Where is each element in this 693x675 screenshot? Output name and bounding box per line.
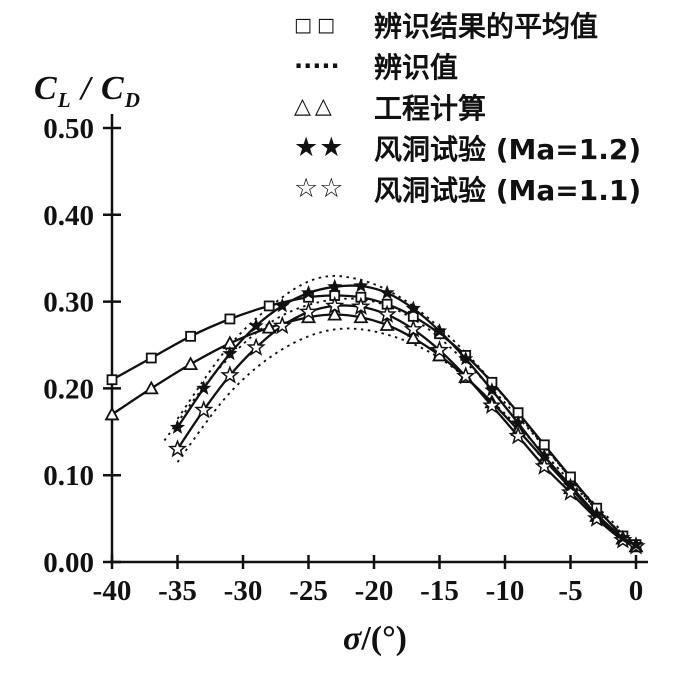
y-tick-label: 0.00 (43, 547, 94, 579)
open-star-marker-icon (456, 366, 476, 385)
x-tick-label: 0 (629, 575, 644, 607)
legend-label-identified: 辨识值 (374, 50, 459, 84)
y-axis-title-sub1: L (57, 87, 72, 112)
x-tick-label: -5 (558, 575, 582, 607)
open-star-marker-icon (220, 365, 240, 384)
y-axis-title-sep: / (71, 70, 102, 107)
filled-star-marker-icon (562, 477, 579, 493)
legend-label-windtunnel-ma12: 风洞试验 (Ma=1.2) (374, 132, 642, 166)
open-star-marker-icon (167, 439, 188, 458)
square-marker-icon (185, 330, 197, 342)
legend-label-engineering: 工程计算 (374, 91, 487, 125)
y-axis-title-c1: C (34, 70, 58, 107)
open-triangles-marker-icon: △△ (294, 94, 336, 119)
filled-star-marker-icon (353, 278, 369, 293)
y-tick-label: 0.50 (43, 113, 94, 145)
x-tick-label: -10 (486, 575, 525, 607)
filled-stars-marker-icon: ★★ (294, 132, 345, 163)
y-tick-label: 0.40 (43, 200, 94, 232)
triangle-marker-icon (379, 317, 395, 331)
filled-star-marker-icon (274, 297, 290, 313)
filled-star-marker-icon (510, 415, 526, 430)
legend-label-mean: 辨识结果的平均值 (374, 9, 599, 43)
triangle-marker-icon (405, 330, 421, 344)
filled-star-marker-icon (536, 448, 552, 463)
open-star-marker-icon (403, 319, 423, 338)
square-marker-icon (145, 352, 157, 364)
filled-star-marker-icon (615, 529, 631, 545)
legend-item-engineering: △△ 工程计算 (294, 86, 641, 127)
x-tick-label: -40 (93, 575, 132, 607)
y-tick-label: 0.30 (43, 287, 94, 319)
series-line-1 (163, 297, 637, 546)
triangle-marker-icon (327, 306, 343, 321)
y-axis-title: CL / CD (34, 70, 141, 113)
dotted-line-icon: ····· (294, 51, 340, 80)
open-star-marker-icon (587, 508, 607, 527)
x-tick-label: -25 (289, 575, 328, 607)
filled-star-marker-icon (222, 345, 238, 361)
series-line-0 (176, 275, 637, 546)
open-star-marker-icon (429, 340, 450, 359)
open-star-marker-icon (325, 295, 345, 315)
x-axis-title: σ/(°) (110, 620, 640, 658)
filled-star-marker-icon (379, 284, 395, 300)
filled-star-marker-icon (628, 536, 644, 552)
filled-star-marker-icon (327, 278, 343, 294)
x-tick-label: -35 (158, 575, 197, 607)
filled-star-marker-icon (431, 323, 448, 338)
open-stars-marker-icon: ☆☆ (294, 173, 345, 204)
filled-star-marker-icon (169, 419, 186, 434)
open-star-marker-icon (298, 301, 319, 321)
legend-item-mean: □□ 辨识结果的平均值 (294, 4, 641, 45)
open-star-marker-icon (194, 399, 214, 419)
filled-star-marker-icon (300, 284, 317, 300)
triangle-marker-icon (143, 380, 159, 395)
triangle-marker-icon (104, 406, 120, 421)
triangle-marker-icon (183, 356, 199, 370)
x-tick-label: -30 (224, 575, 263, 607)
triangle-marker-icon (353, 309, 369, 324)
filled-star-marker-icon (405, 300, 421, 315)
open-star-marker-icon (377, 304, 397, 323)
filled-star-marker-icon (458, 350, 474, 366)
filled-star-marker-icon (196, 380, 212, 395)
series-line-2 (176, 327, 637, 548)
square-marker-icon (263, 300, 275, 312)
x-axis-title-sigma: σ (342, 620, 362, 657)
filled-star-marker-icon (248, 317, 264, 333)
open-star-marker-icon (508, 425, 528, 445)
legend-item-windtunnel-ma11: ☆☆ 风洞试验 (Ma=1.1) (294, 168, 641, 209)
y-axis-title-c2: C (101, 70, 125, 107)
open-star-marker-icon (482, 395, 502, 414)
open-star-marker-icon (272, 315, 292, 335)
chart-legend: □□ 辨识结果的平均值 ····· 辨识值 △△ 工程计算 ★★ 风洞试验 (M… (294, 4, 641, 209)
open-squares-marker-icon: □□ (294, 13, 340, 36)
x-axis-title-units: /(°) (361, 620, 407, 657)
y-axis-title-sub2: D (124, 87, 141, 112)
square-marker-icon (106, 374, 118, 386)
x-tick-label: -15 (420, 575, 459, 607)
legend-item-identified: ····· 辨识值 (294, 45, 641, 86)
square-marker-icon (538, 439, 550, 451)
filled-star-marker-icon (484, 382, 500, 397)
legend-item-windtunnel-ma12: ★★ 风洞试验 (Ma=1.2) (294, 127, 641, 168)
open-star-marker-icon (351, 296, 371, 316)
series-line-5 (176, 304, 637, 548)
y-tick-label: 0.20 (43, 373, 94, 405)
triangle-marker-icon (261, 319, 277, 334)
open-star-marker-icon (246, 337, 266, 356)
legend-label-windtunnel-ma11: 风洞试验 (Ma=1.1) (374, 173, 642, 207)
open-star-marker-icon (560, 482, 581, 501)
square-marker-icon (224, 313, 236, 325)
y-tick-label: 0.10 (43, 460, 94, 492)
x-tick-label: -20 (355, 575, 394, 607)
filled-star-marker-icon (589, 506, 605, 521)
